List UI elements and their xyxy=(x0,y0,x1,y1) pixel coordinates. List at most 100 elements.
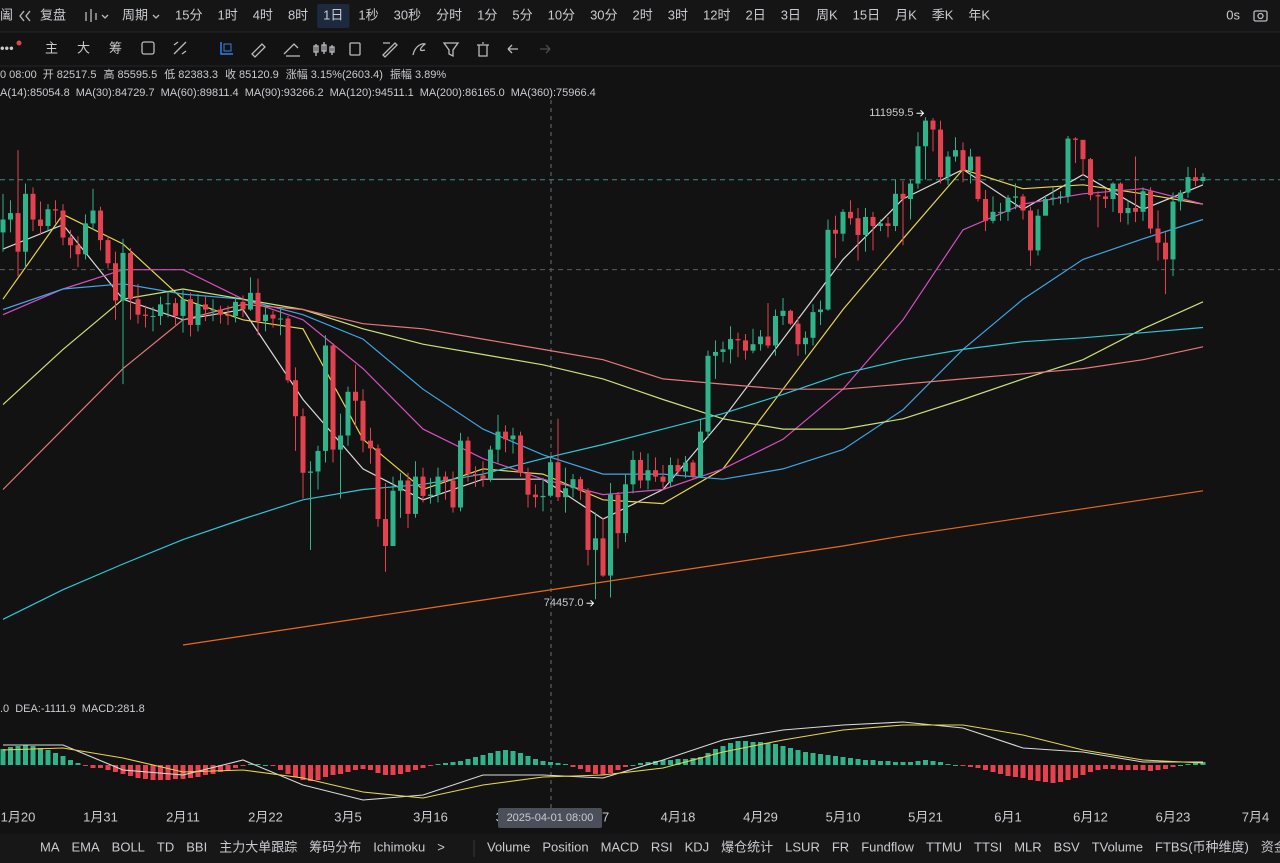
macd-bar xyxy=(480,755,486,765)
macd-bar xyxy=(420,765,426,768)
candle-body xyxy=(98,210,103,241)
candle-body xyxy=(1043,198,1048,216)
crosshair-date-box xyxy=(498,808,602,828)
macd-bar xyxy=(458,761,463,765)
interval-button[interactable]: 30分 xyxy=(590,7,617,22)
interval-button[interactable]: 8时 xyxy=(288,7,308,22)
ma-line xyxy=(2,303,1204,490)
interval-button[interactable]: 5分 xyxy=(512,7,532,22)
indicator-tab[interactable]: BBI xyxy=(186,839,207,854)
interval-button[interactable]: 1秒 xyxy=(358,7,378,22)
indicator-tab[interactable]: Ichimoku xyxy=(373,839,425,854)
main-tool[interactable]: 大 xyxy=(77,40,90,55)
candle-body xyxy=(1110,183,1116,199)
drawing-tools xyxy=(141,41,551,58)
indicator-tab[interactable]: 筹码分布 xyxy=(309,839,361,854)
indicator-tab[interactable]: Fundflow xyxy=(861,839,914,854)
candle-body xyxy=(608,494,613,576)
x-tick-label: 3月5 xyxy=(334,809,361,824)
candle-body xyxy=(698,431,703,477)
interval-button[interactable]: 30秒 xyxy=(394,7,421,22)
macd-bar xyxy=(908,762,913,765)
indicator-tab[interactable]: RSI xyxy=(651,839,673,854)
candle-body xyxy=(210,309,216,311)
interval-button[interactable]: 15日 xyxy=(853,7,880,22)
macd-bar xyxy=(428,765,433,766)
chart-type-icon[interactable] xyxy=(85,9,97,22)
indicator-tab[interactable]: > xyxy=(437,839,445,854)
period-button[interactable]: 周期 xyxy=(122,7,148,22)
interval-button[interactable]: 10分 xyxy=(548,7,575,22)
candle-body xyxy=(795,323,801,345)
candle-body xyxy=(765,336,771,346)
candle-body xyxy=(705,355,711,432)
indicator-tab[interactable]: TTSI xyxy=(974,839,1002,854)
interval-button[interactable]: 2时 xyxy=(633,7,653,22)
indicator-tab[interactable]: FR xyxy=(832,839,849,854)
annotation-arrow xyxy=(916,109,925,117)
interval-button[interactable]: 15分 xyxy=(175,7,202,22)
indicator-tab[interactable]: Position xyxy=(542,839,588,854)
indicator-tab[interactable]: 爆仓统计 xyxy=(721,839,773,854)
replay-button[interactable]: 复盘 xyxy=(40,7,66,22)
candle-body xyxy=(465,440,471,475)
indicator-tab[interactable]: KDJ xyxy=(685,839,710,854)
indicator-tab[interactable]: MLR xyxy=(1014,839,1041,854)
macd-bar xyxy=(548,762,553,765)
macd-bar xyxy=(720,746,726,765)
indicator-tab[interactable]: TTMU xyxy=(926,839,962,854)
candle-body xyxy=(668,465,673,482)
indicator-tab[interactable]: TVolume xyxy=(1092,839,1143,854)
candle-body xyxy=(578,479,583,491)
interval-button[interactable]: 月K xyxy=(895,7,917,22)
interval-button[interactable]: 12时 xyxy=(703,7,730,22)
macd-bar xyxy=(885,761,891,765)
main-tool[interactable]: 筹 xyxy=(109,40,122,55)
candle-body xyxy=(203,304,208,310)
macd-bar xyxy=(593,765,598,774)
interval-button[interactable]: 1分 xyxy=(477,7,497,22)
macd-bar xyxy=(1163,765,1168,769)
ma-line xyxy=(2,326,1204,620)
indicator-tab[interactable]: BSV xyxy=(1054,839,1080,854)
indicator-tab[interactable]: Volume xyxy=(487,839,530,854)
camera-icon[interactable] xyxy=(1253,10,1268,22)
main-tool[interactable]: 主 xyxy=(45,40,58,55)
top-toolbar xyxy=(0,0,1280,32)
macd-bar xyxy=(660,760,666,765)
interval-button[interactable]: 季K xyxy=(932,7,954,22)
indicator-tab[interactable]: BOLL xyxy=(112,839,145,854)
x-tick-label: 7月4 xyxy=(1242,809,1269,824)
indicator-tab[interactable]: 主力大单跟踪 xyxy=(219,839,297,854)
interval-button[interactable]: 3日 xyxy=(781,7,801,22)
candle-body xyxy=(1170,201,1176,260)
interval-button[interactable]: 4时 xyxy=(253,7,273,22)
macd-bar xyxy=(585,765,591,772)
macd-bar xyxy=(750,742,756,765)
indicator-tab[interactable]: LSUR xyxy=(785,839,820,854)
indicator-tab[interactable]: 资金 xyxy=(1261,839,1280,854)
more-menu[interactable]: ••• xyxy=(0,40,14,55)
macd-bar xyxy=(300,765,306,780)
indicator-tab[interactable]: MA xyxy=(40,839,60,854)
interval-button[interactable]: 年K xyxy=(968,7,990,22)
indicator-tab[interactable]: FTBS(币种维度) xyxy=(1155,839,1249,854)
candle-body xyxy=(390,490,396,547)
macd-bar xyxy=(615,765,621,770)
chart-tab[interactable]: 阖 xyxy=(0,7,13,22)
interval-button[interactable]: 2日 xyxy=(745,7,765,22)
candle-body xyxy=(510,435,516,440)
indicator-tab[interactable]: TD xyxy=(157,839,174,854)
macd-bar xyxy=(1043,765,1048,782)
interval-button[interactable]: 1时 xyxy=(217,7,237,22)
interval-button[interactable]: 3时 xyxy=(668,7,688,22)
interval-button[interactable]: 周K xyxy=(816,7,838,22)
interval-button[interactable]: 分时 xyxy=(436,7,462,22)
indicator-tab[interactable]: MACD xyxy=(601,839,639,854)
ma-lines xyxy=(2,168,1204,646)
macd-bar xyxy=(330,765,336,775)
macd-bar xyxy=(705,753,711,765)
interval-button[interactable]: 1日 xyxy=(323,7,343,22)
indicator-tab[interactable]: EMA xyxy=(72,839,101,854)
